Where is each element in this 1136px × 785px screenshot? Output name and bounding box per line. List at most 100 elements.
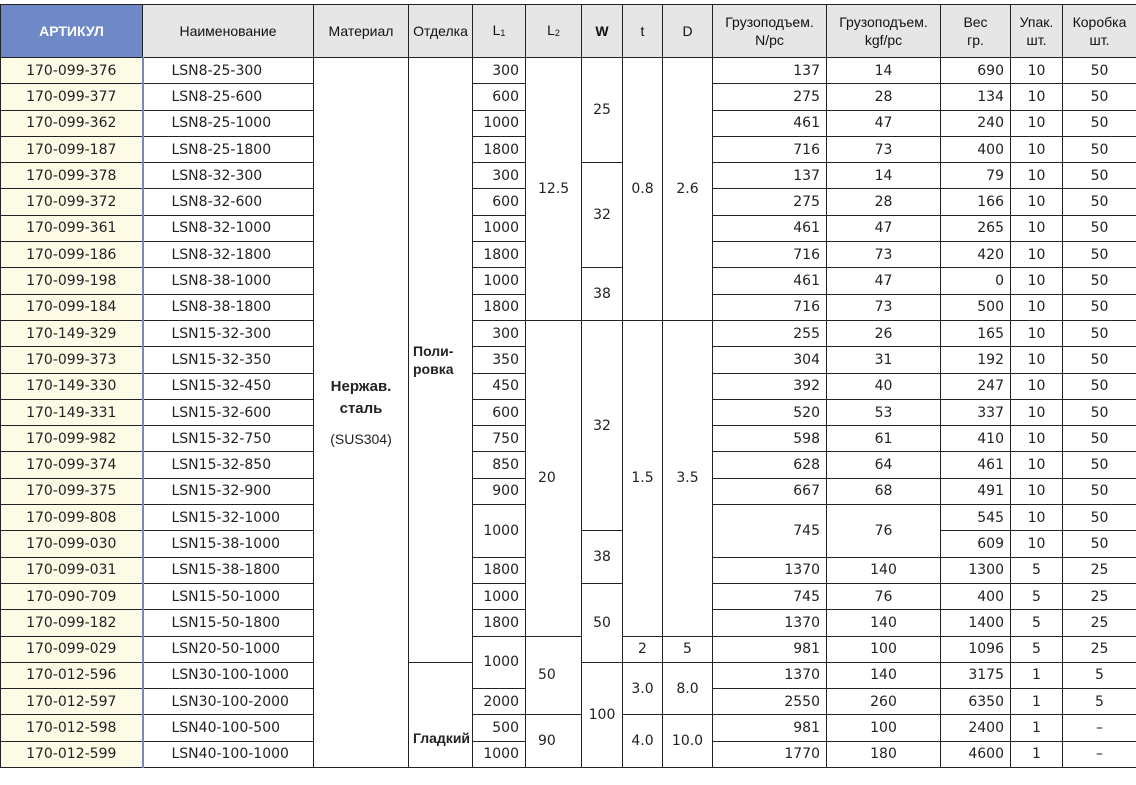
l1-cell: 1000 <box>473 110 526 136</box>
l1-cell: 600 <box>473 189 526 215</box>
load-n-cell: 520 <box>713 399 827 425</box>
box-cell: 50 <box>1063 189 1136 215</box>
w-cell: 38 <box>582 531 623 584</box>
finish-polished-line1: Поли- <box>413 342 472 360</box>
article-cell: 170-099-377 <box>1 84 143 110</box>
pack-cell: 10 <box>1011 399 1063 425</box>
box-cell: 50 <box>1063 268 1136 294</box>
name-cell: LSN15-38-1000 <box>143 531 314 557</box>
w-cell: 100 <box>582 662 623 767</box>
pack-cell: 10 <box>1011 320 1063 346</box>
weight-cell: 420 <box>941 242 1011 268</box>
header-pack-line2: шт. <box>1011 31 1062 49</box>
l1-cell: 1800 <box>473 610 526 636</box>
header-pack-line1: Упак. <box>1011 13 1062 31</box>
load-kgf-cell: 100 <box>827 715 941 741</box>
weight-cell: 247 <box>941 373 1011 399</box>
name-cell: LSN15-32-450 <box>143 373 314 399</box>
article-cell: 170-090-709 <box>1 583 143 609</box>
article-cell: 170-099-030 <box>1 531 143 557</box>
box-cell: 50 <box>1063 399 1136 425</box>
l1-cell: 1800 <box>473 294 526 320</box>
name-cell: LSN30-100-1000 <box>143 662 314 688</box>
load-kgf-cell: 40 <box>827 373 941 399</box>
weight-cell: 0 <box>941 268 1011 294</box>
box-cell: 50 <box>1063 478 1136 504</box>
load-kgf-cell: 47 <box>827 110 941 136</box>
name-cell: LSN8-32-1800 <box>143 242 314 268</box>
header-material: Материал <box>314 5 409 58</box>
weight-cell: 500 <box>941 294 1011 320</box>
l1-cell: 300 <box>473 320 526 346</box>
l1-cell: 600 <box>473 84 526 110</box>
load-kgf-cell: 73 <box>827 136 941 162</box>
load-kgf-cell: 76 <box>827 583 941 609</box>
name-cell: LSN15-50-1000 <box>143 583 314 609</box>
l1-cell: 900 <box>473 478 526 504</box>
pack-cell: 5 <box>1011 636 1063 662</box>
box-cell: 5 <box>1063 662 1136 688</box>
box-cell: 5 <box>1063 689 1136 715</box>
name-cell: LSN15-50-1800 <box>143 610 314 636</box>
name-cell: LSN15-32-750 <box>143 426 314 452</box>
weight-cell: 79 <box>941 163 1011 189</box>
load-n-cell: 255 <box>713 320 827 346</box>
pack-cell: 10 <box>1011 242 1063 268</box>
load-n-cell: 667 <box>713 478 827 504</box>
d-cell: 8.0 <box>663 662 713 715</box>
article-cell: 170-099-182 <box>1 610 143 636</box>
article-cell: 170-099-031 <box>1 557 143 583</box>
name-cell: LSN15-32-1000 <box>143 505 314 531</box>
l1-cell: 1800 <box>473 136 526 162</box>
load-n-cell: 716 <box>713 294 827 320</box>
header-l1-sub: 1 <box>500 28 505 38</box>
load-n-cell: 2550 <box>713 689 827 715</box>
header-load-kgf: Грузоподъем.kgf/pc <box>827 5 941 58</box>
w-cell: 25 <box>582 58 623 163</box>
header-load-n-line2: N/pc <box>713 31 826 49</box>
weight-cell: 400 <box>941 136 1011 162</box>
article-cell: 170-149-329 <box>1 320 143 346</box>
weight-cell: 265 <box>941 215 1011 241</box>
t-cell: 3.0 <box>623 662 663 715</box>
box-cell: 25 <box>1063 636 1136 662</box>
header-load-kgf-line1: Грузоподъем. <box>827 13 940 31</box>
name-cell: LSN8-32-1000 <box>143 215 314 241</box>
pack-cell: 10 <box>1011 58 1063 84</box>
load-n-cell: 1370 <box>713 557 827 583</box>
weight-cell: 690 <box>941 58 1011 84</box>
load-kgf-cell: 260 <box>827 689 941 715</box>
weight-cell: 337 <box>941 399 1011 425</box>
load-kgf-cell: 31 <box>827 347 941 373</box>
weight-cell: 3175 <box>941 662 1011 688</box>
load-n-cell: 1770 <box>713 741 827 767</box>
load-kgf-cell: 73 <box>827 242 941 268</box>
header-load-n-line1: Грузоподъем. <box>713 13 826 31</box>
article-cell: 170-099-186 <box>1 242 143 268</box>
load-n-cell: 275 <box>713 84 827 110</box>
load-kgf-cell: 64 <box>827 452 941 478</box>
l1-cell: 1000 <box>473 741 526 767</box>
pack-cell: 10 <box>1011 347 1063 373</box>
l1-cell: 300 <box>473 163 526 189</box>
weight-cell: 1300 <box>941 557 1011 583</box>
header-pack: Упак.шт. <box>1011 5 1063 58</box>
material-grade: (SUS304) <box>314 428 408 450</box>
l1-cell: 1800 <box>473 557 526 583</box>
load-n-cell: 1370 <box>713 610 827 636</box>
header-row: АРТИКУЛ Наименование Материал Отделка L1… <box>1 5 1136 58</box>
name-cell: LSN15-38-1800 <box>143 557 314 583</box>
material-line2: сталь <box>314 398 408 420</box>
t-cell: 2 <box>623 636 663 662</box>
w-cell: 38 <box>582 268 623 321</box>
article-cell: 170-149-330 <box>1 373 143 399</box>
article-cell: 170-099-184 <box>1 294 143 320</box>
load-n-cell: 981 <box>713 636 827 662</box>
box-cell: 25 <box>1063 583 1136 609</box>
l1-cell: 2000 <box>473 689 526 715</box>
pack-cell: 1 <box>1011 689 1063 715</box>
box-cell: 50 <box>1063 347 1136 373</box>
name-cell: LSN40-100-1000 <box>143 741 314 767</box>
